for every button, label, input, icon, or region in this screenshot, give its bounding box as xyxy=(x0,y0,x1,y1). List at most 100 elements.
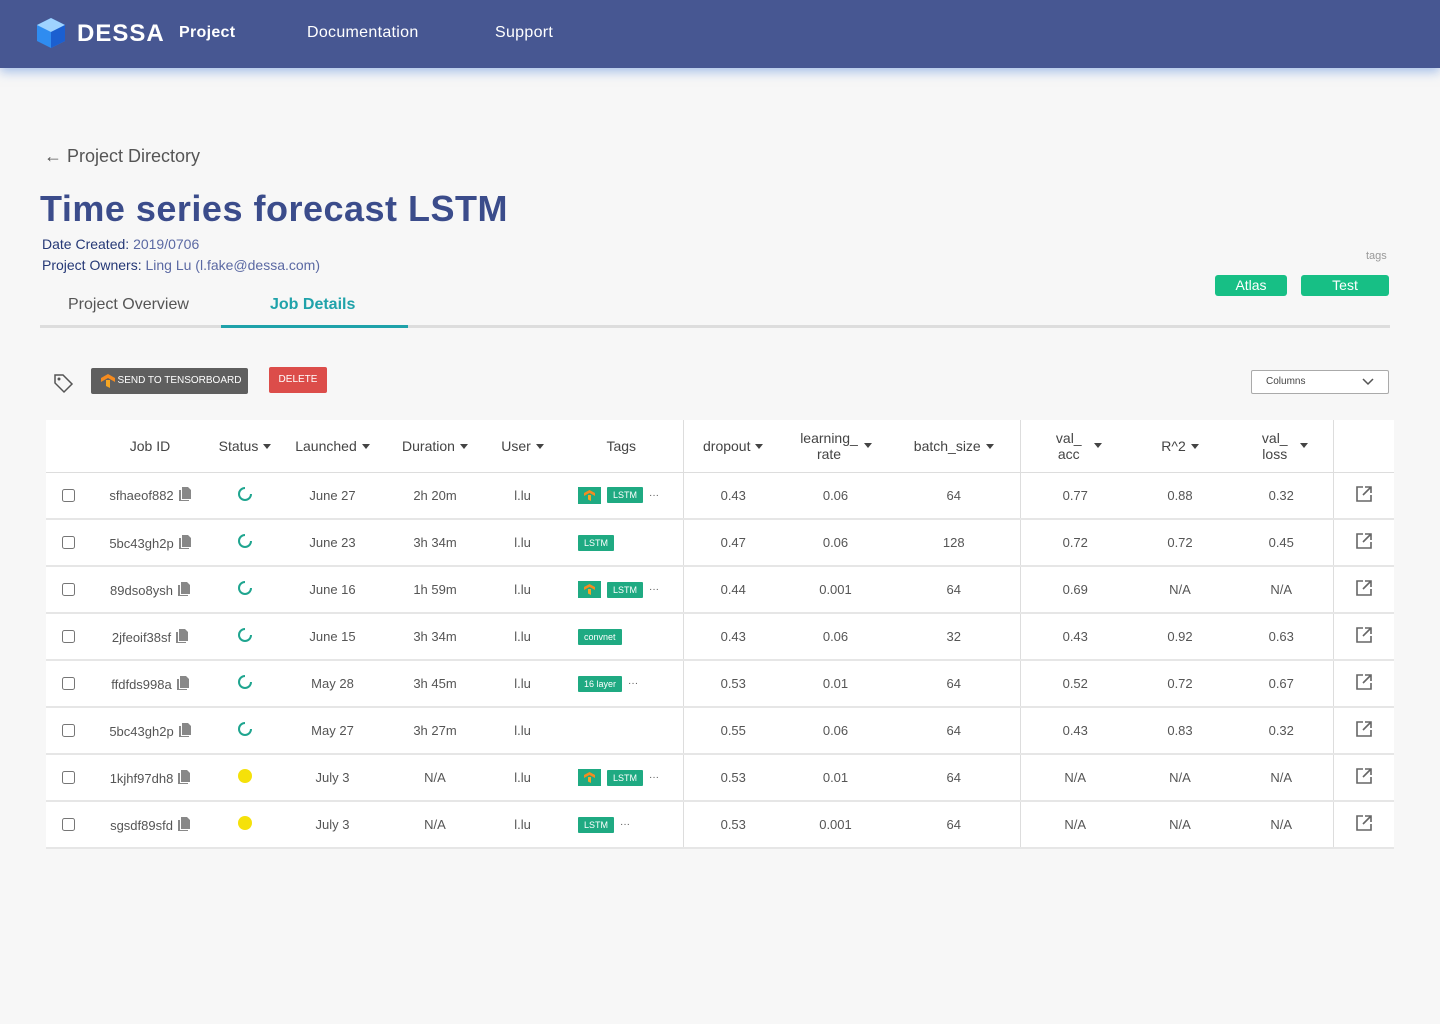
row-checkbox[interactable] xyxy=(62,488,75,502)
open-icon[interactable] xyxy=(1355,674,1372,690)
job-id: 1kjhf97dh8 xyxy=(109,770,174,786)
tb-icon xyxy=(101,374,115,388)
more-tags[interactable]: ··· xyxy=(649,584,660,596)
copy-icon[interactable] xyxy=(176,675,189,690)
cell-val-loss: N/A xyxy=(1230,801,1334,849)
cell-r2: N/A xyxy=(1130,754,1230,802)
cell-val-acc: N/A xyxy=(1020,754,1130,802)
nav-bar: DESSA Project Documentation Support xyxy=(0,0,1440,68)
cell-r2: 0.88 xyxy=(1130,472,1230,520)
cell-user: l.lu xyxy=(485,707,560,755)
header-text: val_ loss xyxy=(1261,429,1288,462)
open-icon[interactable] xyxy=(1355,815,1372,831)
open-icon[interactable] xyxy=(1355,580,1372,596)
cell-tags xyxy=(560,707,684,755)
job-id: 5bc43gh2p xyxy=(109,723,174,739)
column-header[interactable]: batch_size xyxy=(888,420,1021,473)
label: Columns xyxy=(1266,376,1306,387)
cell-tags: 16 layer ··· xyxy=(560,660,684,708)
copy-icon[interactable] xyxy=(178,722,191,737)
status-running xyxy=(238,581,252,595)
copy-icon[interactable] xyxy=(178,534,191,549)
copy-icon[interactable] xyxy=(178,487,191,502)
copy-icon[interactable] xyxy=(178,769,191,784)
tensorboard-button[interactable]: SEND TO TENSORBOARD xyxy=(91,368,248,394)
cell-launched: June 27 xyxy=(280,472,385,520)
column-header[interactable]: val_ acc xyxy=(1020,420,1130,473)
open-icon[interactable] xyxy=(1355,721,1372,737)
column-header[interactable]: Status xyxy=(210,420,280,473)
column-header[interactable]: val_ loss xyxy=(1230,420,1334,473)
tab[interactable]: Project Overview xyxy=(68,296,189,313)
cell: 5bc43gh2p xyxy=(90,707,210,755)
project-tag[interactable]: Atlas xyxy=(1215,275,1287,296)
cell-launched: July 3 xyxy=(280,801,385,849)
more-tags[interactable]: ··· xyxy=(628,678,639,690)
row-checkbox[interactable] xyxy=(62,818,75,831)
nav-link[interactable]: Project xyxy=(179,24,236,41)
job-row: 5bc43gh2p May 27 3h 27m l.lu 0.55 0.06 64 0.43 0… xyxy=(46,707,1394,755)
column-header[interactable]: R^2 xyxy=(1130,420,1230,473)
more-tags[interactable]: ··· xyxy=(649,772,660,784)
open-icon[interactable] xyxy=(1355,627,1372,643)
cell xyxy=(1333,566,1394,614)
cell-r2: 0.72 xyxy=(1130,519,1230,567)
copy-icon[interactable] xyxy=(177,581,190,596)
header-text: Status xyxy=(218,438,259,455)
cell-launched: July 3 xyxy=(280,754,385,802)
value: 2019/0706 xyxy=(133,236,200,252)
header-text: Duration xyxy=(402,438,455,455)
cell: sgsdf89sfd xyxy=(90,801,210,849)
cell-user: l.lu xyxy=(485,566,560,614)
cell-r2: 0.92 xyxy=(1130,613,1230,661)
cell-learning-rate: 0.001 xyxy=(783,801,888,849)
cell-dropout: 0.53 xyxy=(683,801,783,849)
delete-button[interactable]: DELETE xyxy=(269,367,327,393)
status-queued xyxy=(238,816,252,830)
copy-icon[interactable] xyxy=(176,628,189,643)
cell-learning-rate: 0.06 xyxy=(783,519,888,567)
column-header[interactable]: Launched xyxy=(280,420,385,473)
jobs-table: Job ID Status Launched Duration User Tags drop… xyxy=(46,420,1394,849)
column-header[interactable]: User xyxy=(485,420,560,473)
row-checkbox[interactable] xyxy=(62,536,75,549)
cell-batch-size: 64 xyxy=(888,660,1021,708)
row-checkbox[interactable] xyxy=(62,724,75,737)
open-icon[interactable] xyxy=(1355,533,1372,549)
open-icon[interactable] xyxy=(1355,768,1372,784)
nav-link[interactable]: Documentation xyxy=(307,24,419,41)
row-checkbox[interactable] xyxy=(62,630,75,643)
copy-icon[interactable] xyxy=(177,816,190,831)
cell-batch-size: 32 xyxy=(888,613,1021,661)
cell xyxy=(210,472,280,520)
column-header[interactable]: Duration xyxy=(385,420,485,473)
job-id: ffdfds998a xyxy=(111,676,172,692)
cell-batch-size: 64 xyxy=(888,707,1021,755)
more-tags[interactable]: ··· xyxy=(649,489,660,501)
project-tag[interactable]: Test xyxy=(1301,275,1389,296)
status-running xyxy=(238,534,252,548)
chevron xyxy=(1362,378,1374,386)
cell-tags: LSTM xyxy=(560,519,684,567)
column-header[interactable]: learning_ rate xyxy=(783,420,888,473)
cell-user: l.lu xyxy=(485,472,560,520)
cell-launched: May 27 xyxy=(280,707,385,755)
cell: ffdfds998a xyxy=(90,660,210,708)
cell-duration: 3h 45m xyxy=(385,660,485,708)
nav-link[interactable]: Support xyxy=(495,24,554,41)
row-checkbox[interactable] xyxy=(62,583,75,596)
tag-icon[interactable] xyxy=(52,372,74,394)
more-tags[interactable]: ··· xyxy=(620,819,631,831)
status-running xyxy=(238,722,252,736)
cell-val-acc: N/A xyxy=(1020,801,1130,849)
column-header[interactable]: dropout xyxy=(683,420,783,473)
row-checkbox[interactable] xyxy=(62,771,75,784)
open-icon[interactable] xyxy=(1355,485,1372,502)
cell-batch-size: 64 xyxy=(888,754,1021,802)
columns-dropdown[interactable]: Columns xyxy=(1251,370,1389,394)
back-link[interactable]: ← Project Directory xyxy=(44,146,200,167)
row-checkbox[interactable] xyxy=(62,677,75,690)
tab[interactable]: Job Details xyxy=(270,296,356,313)
status-running xyxy=(238,628,252,642)
